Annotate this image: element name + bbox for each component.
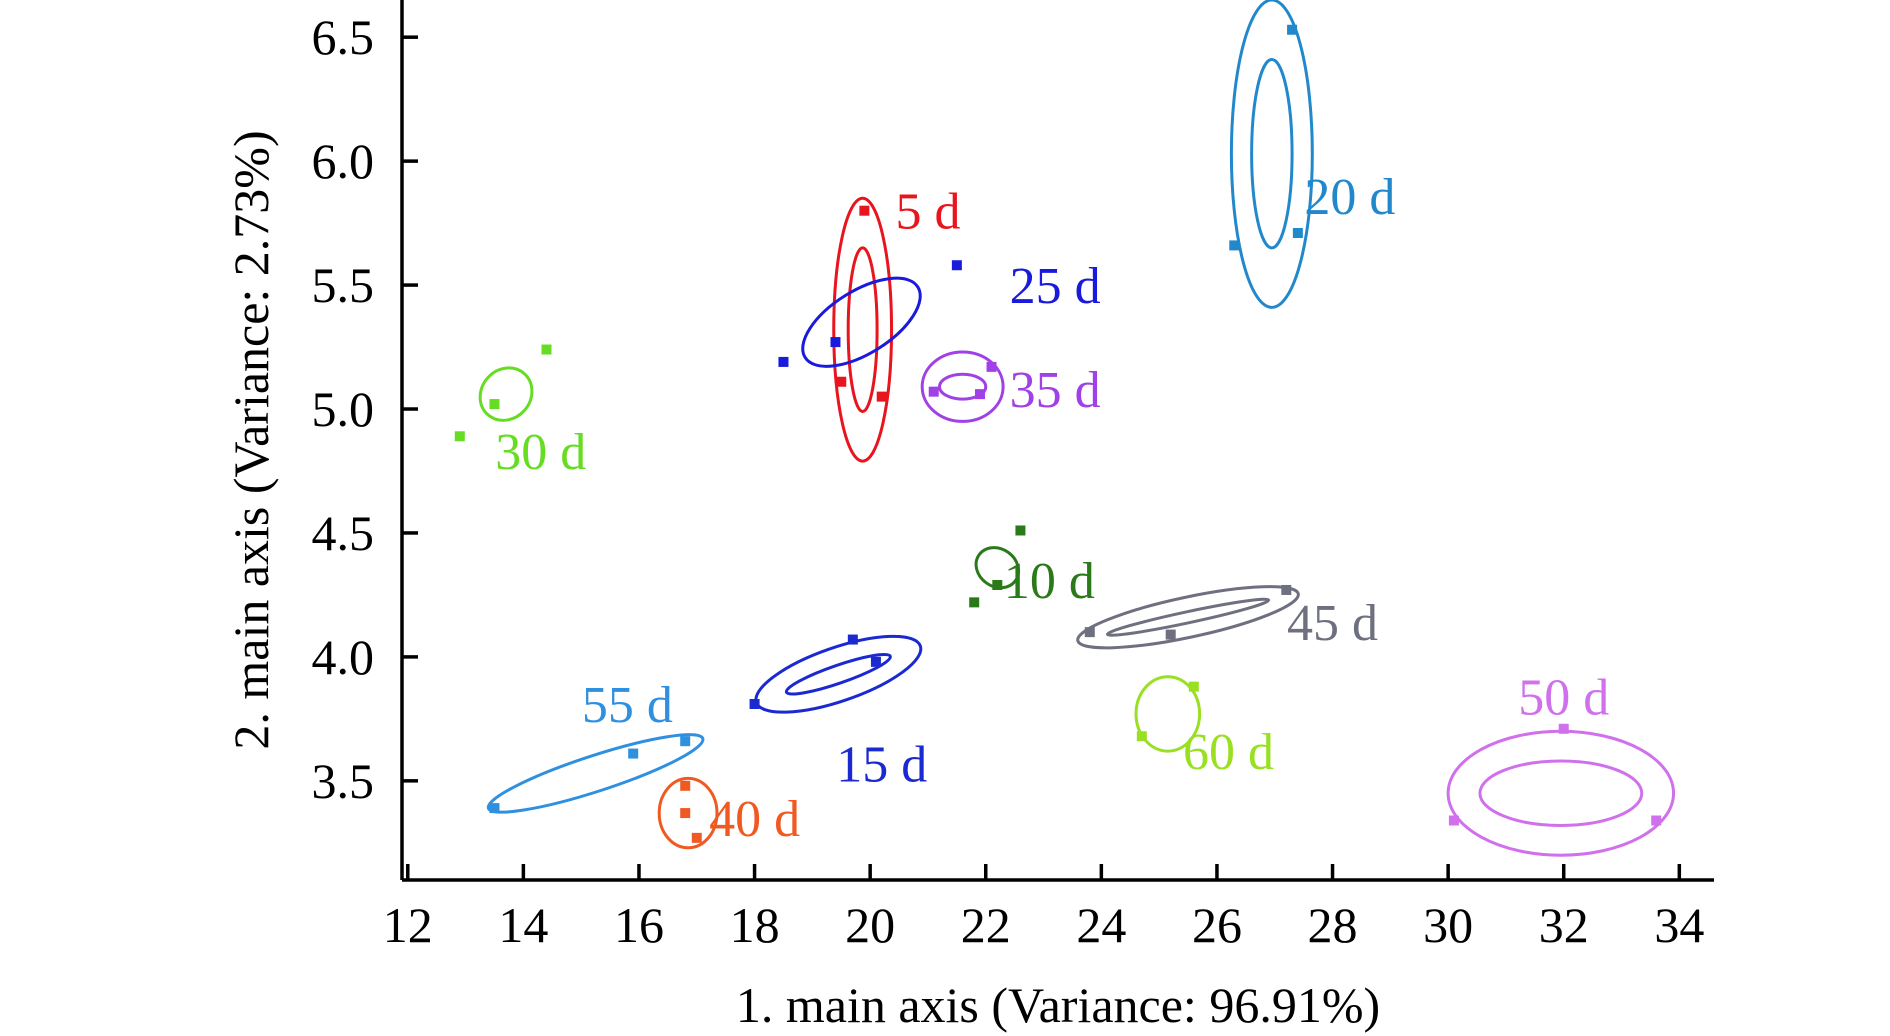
x-tick-label: 26 (1192, 897, 1242, 953)
ellipse-outer-10d (974, 546, 1021, 590)
ellipse-outer-50d (1446, 729, 1676, 857)
label-55d: 55 d (582, 677, 673, 734)
x-tick-label: 24 (1076, 897, 1126, 953)
ellipse-inner-45d (1105, 597, 1271, 637)
ellipse-inner-5d (846, 246, 879, 413)
point-60d (1188, 681, 1199, 692)
point-30d (541, 344, 552, 355)
point-10d (992, 580, 1003, 591)
label-35d: 35 d (1010, 362, 1101, 419)
label-25d: 25 d (1010, 258, 1101, 315)
label-60d: 60 d (1183, 724, 1274, 781)
ellipse-outer-5d (832, 196, 894, 463)
point-5d (876, 391, 887, 402)
label-45d: 45 d (1287, 595, 1378, 652)
y-tick-label: 5.0 (312, 381, 375, 437)
point-15d (847, 634, 858, 645)
point-50d (1651, 815, 1662, 826)
point-55d (489, 803, 500, 814)
label-15d: 15 d (836, 736, 927, 793)
point-40d (680, 780, 691, 791)
ellipse-outer-35d (920, 350, 1005, 423)
point-15d (749, 699, 760, 709)
point-45d (1165, 629, 1176, 640)
point-30d (454, 431, 465, 442)
point-35d (974, 389, 985, 400)
x-tick-label: 18 (730, 897, 780, 953)
y-tick-label: 4.0 (312, 629, 375, 685)
y-tick-label: 5.5 (312, 257, 375, 313)
point-40d (680, 808, 691, 819)
y-axis-ticks: 3.5 4.0 4.5 5.0 5.5 6.0 6.5 (312, 9, 418, 809)
ellipse-outer-60d (1134, 675, 1202, 753)
ellipse-inner-15d (784, 652, 892, 696)
point-50d (1558, 723, 1569, 734)
ellipse-outer-40d (657, 776, 719, 850)
y-axis-title: 2. main axis (Variance: 2.73%) (223, 130, 279, 749)
ellipse-outer-20d (1229, 0, 1314, 309)
y-tick-label: 3.5 (312, 753, 375, 809)
point-20d (1287, 24, 1298, 35)
point-25d (830, 337, 841, 348)
point-10d (1015, 525, 1026, 536)
point-45d (1084, 627, 1095, 638)
x-tick-label: 12 (383, 897, 433, 953)
x-tick-label: 28 (1308, 897, 1358, 953)
x-axis-ticks: 12 14 16 18 20 22 24 26 28 30 32 34 (383, 864, 1704, 953)
point-25d (778, 356, 789, 367)
point-35d (928, 386, 939, 397)
ellipse-outer-30d (478, 366, 534, 422)
y-tick-label: 6.0 (312, 133, 375, 189)
x-tick-label: 34 (1654, 897, 1704, 953)
axes (400, 0, 1714, 882)
point-5d (859, 205, 870, 216)
group-labels: 5 d 25 d 35 d 30 d 20 d 10 d 45 d 60 d 15 d 55 d 4… (495, 169, 1609, 848)
point-30d (489, 399, 500, 410)
label-30d: 30 d (495, 424, 586, 481)
point-25d (951, 260, 962, 271)
ellipse-outer-45d (1076, 585, 1300, 650)
x-tick-label: 16 (614, 897, 664, 953)
x-tick-label: 32 (1539, 897, 1589, 953)
y-tick-label: 6.5 (312, 9, 375, 65)
point-10d (969, 597, 980, 608)
label-5d: 5 d (895, 184, 960, 241)
label-10d: 10 d (1004, 553, 1095, 610)
ellipse-inner-20d (1250, 57, 1294, 250)
ellipse-inner-35d (938, 372, 988, 401)
x-tick-label: 22 (961, 897, 1011, 953)
point-55d (680, 736, 691, 747)
point-35d (986, 361, 997, 372)
ellipse-outer-55d (486, 733, 705, 814)
ellipse-inner-50d (1478, 759, 1644, 827)
x-tick-label: 14 (498, 897, 548, 953)
label-20d: 20 d (1304, 169, 1395, 226)
data-points (454, 24, 1662, 843)
x-tick-label: 20 (845, 897, 895, 953)
label-40d: 40 d (709, 791, 800, 848)
point-45d (1281, 584, 1292, 595)
x-axis-title: 1. main axis (Variance: 96.91%) (736, 977, 1380, 1033)
point-50d (1448, 815, 1459, 826)
point-15d (870, 656, 881, 667)
y-tick-label: 4.5 (312, 505, 375, 561)
point-55d (628, 748, 639, 759)
point-20d (1229, 240, 1240, 251)
x-tick-label: 30 (1423, 897, 1473, 953)
ellipse-outer-25d (801, 276, 922, 368)
label-50d: 50 d (1518, 670, 1609, 727)
point-5d (836, 376, 847, 387)
ellipse-outer-15d (754, 634, 923, 714)
point-20d (1292, 228, 1303, 239)
point-60d (1136, 731, 1147, 742)
point-40d (691, 832, 702, 843)
